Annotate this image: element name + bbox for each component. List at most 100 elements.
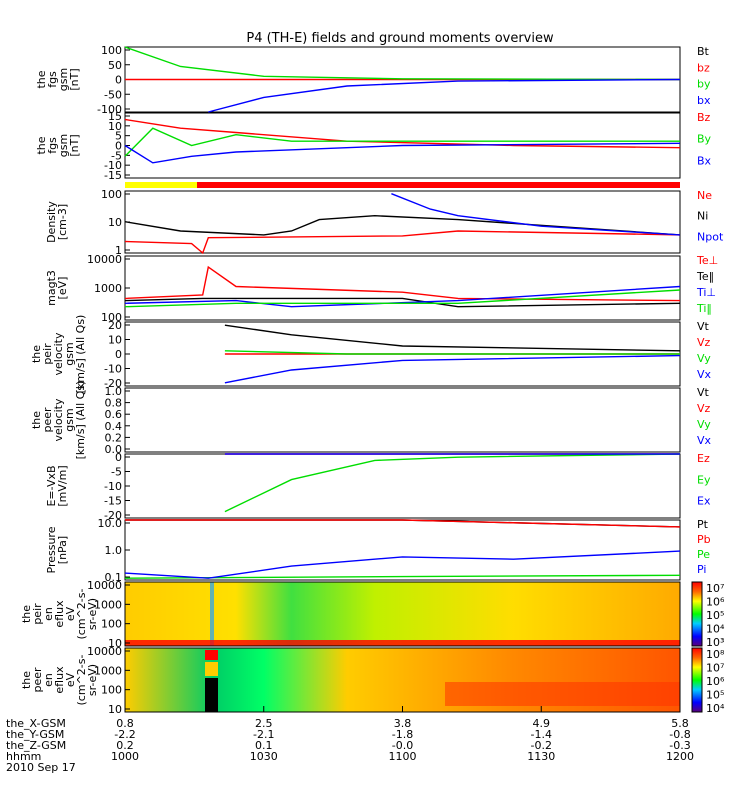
y-tick-label: 0 [115,451,122,464]
chart-title: P4 (TH-E) fields and ground moments over… [246,31,554,46]
date-label: 2010 Sep 17 [6,761,76,774]
y-tick-label: 0.6 [105,408,123,421]
legend-entry: Vy [697,418,711,431]
y-tick-label: 50 [108,59,122,72]
orbit-value: 2.5 [255,717,273,730]
legend-entry: by [697,78,711,91]
colorbar [691,647,703,713]
orbit-row-label: the_Y-GSM [6,728,64,741]
y-tick-label: 10000 [87,253,122,266]
y-axis-label: velocity [52,332,65,375]
orbit-value: -2.1 [253,728,274,741]
y-tick-label: -50 [104,88,122,101]
y-axis-label: en [42,607,55,621]
spectrogram-gap [205,678,218,712]
y-tick-label: 10000 [87,579,122,592]
mode-bar-segment [197,182,680,188]
y-tick-label: -10 [104,159,122,172]
spectrogram-gap [205,662,218,676]
y-tick-label: 100 [101,311,122,324]
series-line [224,453,681,513]
y-tick-label: 100 [101,618,122,631]
orbit-row-label: hhmm [6,750,41,763]
legend-entry: Ey [697,473,711,486]
orbit-value: 1200 [666,750,694,763]
colorbar-label: 10⁴ [706,702,725,715]
y-tick-label: 0 [115,348,122,361]
y-axis-label: [cm-3] [56,204,69,240]
series-line [124,46,681,81]
legend-entry: Ne [697,189,712,202]
y-tick-label: 15 [108,110,122,123]
y-tick-label: 1.0 [105,544,123,557]
series-line [208,78,681,113]
y-axis-label: [nT] [68,134,81,156]
orbit-value: 0.8 [116,717,134,730]
legend-entry: Pi [697,563,706,576]
y-axis-label: [eV] [56,277,69,300]
y-axis-label: eflux [53,600,66,628]
spectrogram-gap [210,582,214,646]
y-axis-label: [nPa] [56,536,69,564]
legend-entry: By [697,133,712,146]
orbit-value: 1130 [527,750,555,763]
legend-entry: Ti⊥ [696,286,716,299]
colorbar-label: 10⁵ [706,609,724,622]
y-tick-label: 0.0 [105,443,123,456]
y-axis-label: peir [31,603,44,625]
colorbar-label: 10⁷ [706,582,724,595]
series-line [124,142,681,164]
panel-frame [124,190,681,254]
y-axis-label: the [35,136,48,154]
legend-entry: Ex [697,495,711,508]
series-line [124,574,681,579]
legend-entry: Te⊥ [696,254,718,267]
y-axis-label: Pressure [45,526,58,573]
colorbar-label: 10⁶ [706,596,725,609]
legend-entry: Vx [697,434,712,447]
panel-frame [124,519,681,581]
orbit-value: 0.2 [116,739,134,752]
y-axis-label: peer [31,667,44,693]
legend-entry: Ez [697,452,710,465]
y-tick-label: 1 [115,244,122,257]
legend-entry: Vt [697,320,710,333]
legend-entry: Vx [697,368,712,381]
mode-bar-segment [125,182,197,188]
series-line [124,230,681,255]
series-line [125,519,681,528]
legend-entry: bx [697,94,711,107]
panel-frame [124,453,681,519]
y-tick-label: -100 [97,103,122,116]
y-axis-label: [km/s] (All Qs) [74,381,87,460]
series-line [125,519,681,528]
y-tick-label: 1000 [94,598,122,611]
y-tick-label: -15 [104,495,122,508]
colorbar-label: 10⁴ [706,623,725,636]
y-tick-label: 0.1 [105,571,123,584]
legend-entry: Bt [697,45,710,58]
y-axis-label: the [20,605,33,623]
y-tick-label: 10.0 [98,517,123,530]
y-axis-label: eV [64,606,77,621]
series-line [224,350,680,355]
legend-entry: Ti‖ [696,302,712,315]
y-axis-label: peir [41,343,54,365]
series-line [124,127,680,157]
series-line [224,354,681,384]
y-tick-label: 1.0 [105,385,123,398]
y-tick-label: 0.8 [105,397,123,410]
legend-entry: Ni [697,210,708,223]
orbit-value: -1.4 [531,728,552,741]
y-axis-label: gsm [57,68,70,91]
colorbar-label: 10⁷ [706,662,724,675]
y-axis-label: velocity [52,398,65,441]
y-tick-label: 10 [108,334,122,347]
orbit-value: 5.8 [671,717,689,730]
series-line [124,265,681,302]
y-tick-label: -20 [104,509,122,522]
legend-entry: bz [697,61,710,74]
y-axis-label: the [30,345,43,363]
